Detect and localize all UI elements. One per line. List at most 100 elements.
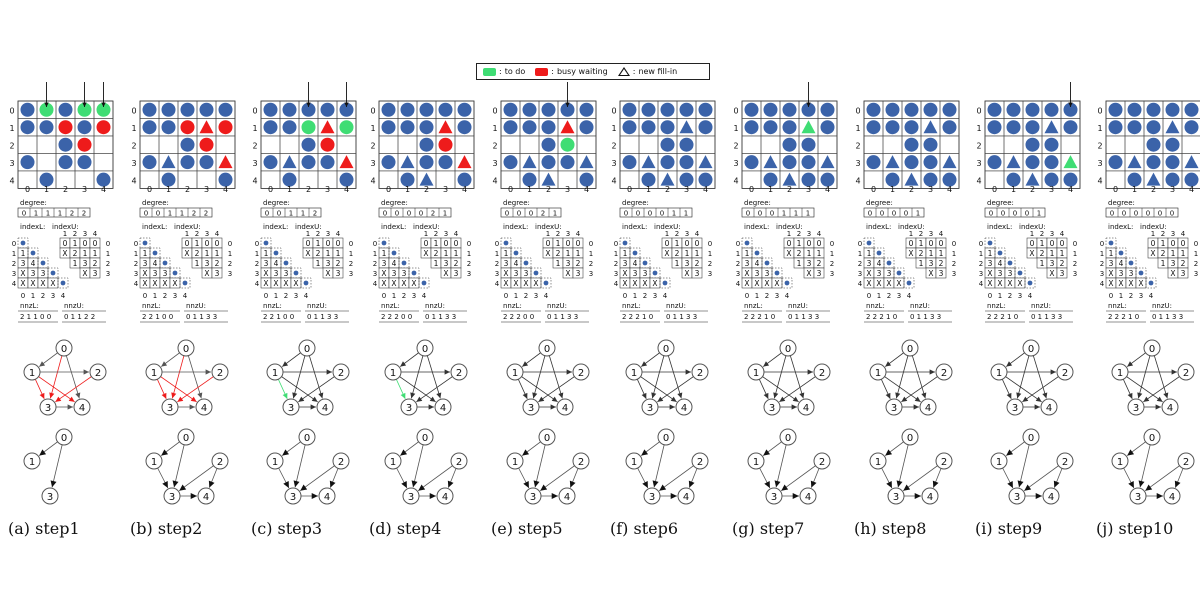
tree-node [747, 452, 765, 470]
edge-arrowhead [533, 480, 540, 488]
indexU-row-tick: 2 [349, 260, 353, 268]
indexU-value: 0 [454, 239, 459, 248]
edge-arrowhead [1017, 480, 1024, 488]
edge-arrowhead [763, 449, 771, 456]
edge-arrowhead [1163, 392, 1169, 399]
indexL-diag-dot [642, 260, 648, 266]
indexU-value: 0 [1181, 239, 1186, 248]
indexU-label: indexU: [898, 223, 925, 231]
indexL-value: X [866, 269, 871, 278]
col-tick: 4 [947, 185, 952, 194]
indexL-value: X [632, 279, 637, 288]
indexL-value: 1 [143, 249, 148, 258]
edge-arrowhead [429, 396, 436, 402]
col-tick: 0 [386, 185, 391, 194]
edge-arrowhead [523, 480, 529, 488]
graph-node [1006, 398, 1024, 416]
indexU-value: 3 [336, 269, 341, 278]
edge-arrowhead [1007, 480, 1013, 488]
dependency-edge [665, 347, 682, 399]
nnzU-label: nnzU: [547, 302, 567, 310]
dependency-edge [546, 347, 563, 399]
tree-node-label: 4 [805, 492, 811, 503]
graph-node [332, 363, 350, 381]
degree-value: 0 [1110, 210, 1114, 218]
edge-arrowhead [522, 392, 528, 399]
indexU-value: 0 [1030, 239, 1035, 248]
fill-in-triangle [660, 172, 675, 186]
indexU-col-tick: 4 [695, 230, 700, 238]
graph-node-label: 2 [697, 368, 703, 379]
nnzL-values: 2 2 2 0 0 [503, 313, 534, 321]
row-tick: 0 [733, 106, 738, 115]
indexU-value: 1 [797, 259, 802, 268]
nonzero-dot [180, 137, 195, 152]
fill-in-triangle [782, 172, 797, 186]
nonzero-dot [1025, 120, 1040, 135]
indexL-row-tick: 0 [736, 240, 740, 248]
indexU-value: X [443, 269, 448, 278]
edge-arrowhead [1143, 396, 1150, 402]
graph-node-label: 1 [1117, 368, 1123, 379]
dependency-edge [1016, 347, 1032, 399]
indexU-row-tick: 3 [106, 270, 110, 278]
edge-arrowhead [1006, 361, 1013, 367]
edge-arrowhead [792, 492, 799, 500]
indexL-col-tick: 0 [21, 292, 25, 300]
indexL-col-tick: 4 [907, 292, 912, 300]
indexU-value: 2 [1060, 259, 1065, 268]
nonzero-dot [339, 172, 354, 187]
graph-node-label: 2 [1183, 368, 1189, 379]
indexU-value: 1 [336, 249, 341, 258]
indexU-value: 1 [939, 249, 944, 258]
indexL-value: 3 [143, 259, 148, 268]
indexL-cell [771, 277, 783, 289]
tree-edge [897, 436, 911, 488]
tree-node-label: 0 [183, 433, 189, 444]
degree-value: 0 [770, 210, 774, 218]
row-tick: 1 [370, 124, 375, 133]
indexL-col-tick: 4 [785, 292, 790, 300]
indexL-value: X [411, 279, 416, 288]
legend-busy-label: busy waiting [556, 67, 608, 76]
indexL-diag-dot [1118, 250, 1124, 256]
tree-node-label: 1 [272, 457, 278, 468]
indexL-diag-dot [263, 240, 269, 246]
degree-value: 1 [806, 210, 810, 218]
indexU-row-tick: 1 [106, 250, 110, 258]
edge-arrowhead [418, 484, 426, 491]
nonzero-dot [282, 102, 297, 117]
nonzero-dot [419, 137, 434, 152]
indexU-value: X [305, 249, 310, 258]
edge-arrowhead [895, 392, 901, 399]
dependency-edge [410, 347, 426, 399]
indexL-value: 1 [21, 249, 26, 258]
indexL-col-tick: 0 [143, 292, 147, 300]
edge-arrowhead [763, 361, 770, 367]
tree-node [506, 452, 524, 470]
indexL-row-tick: 2 [736, 260, 740, 268]
indexL-value: X [1138, 279, 1143, 288]
sparsity-grid: 0 1 2 3 4 0 1 2 3 4 [370, 100, 475, 194]
step-caption: (b) step2 [130, 519, 203, 538]
graph-node-label: 1 [753, 368, 759, 379]
indexL-value: 3 [504, 259, 509, 268]
indexL-diag-box [781, 277, 793, 289]
fill-in-triangle [1146, 172, 1161, 186]
indexL-row-tick: 4 [736, 280, 741, 288]
graph-node [450, 363, 468, 381]
edge-arrowhead [282, 392, 288, 399]
col-tick: 4 [101, 185, 106, 194]
indexL-value: X [754, 279, 759, 288]
degree-value: 1 [58, 210, 62, 218]
row-tick: 2 [252, 141, 257, 150]
graph-node [990, 363, 1008, 381]
nonzero-dot [39, 172, 54, 187]
nonzero-dot [1165, 155, 1180, 170]
nonzero-dot [1044, 172, 1059, 187]
graph-node [675, 398, 693, 416]
graph-node [39, 398, 57, 416]
graph-node-label: 2 [217, 368, 223, 379]
indexU-value: 1 [929, 249, 934, 258]
